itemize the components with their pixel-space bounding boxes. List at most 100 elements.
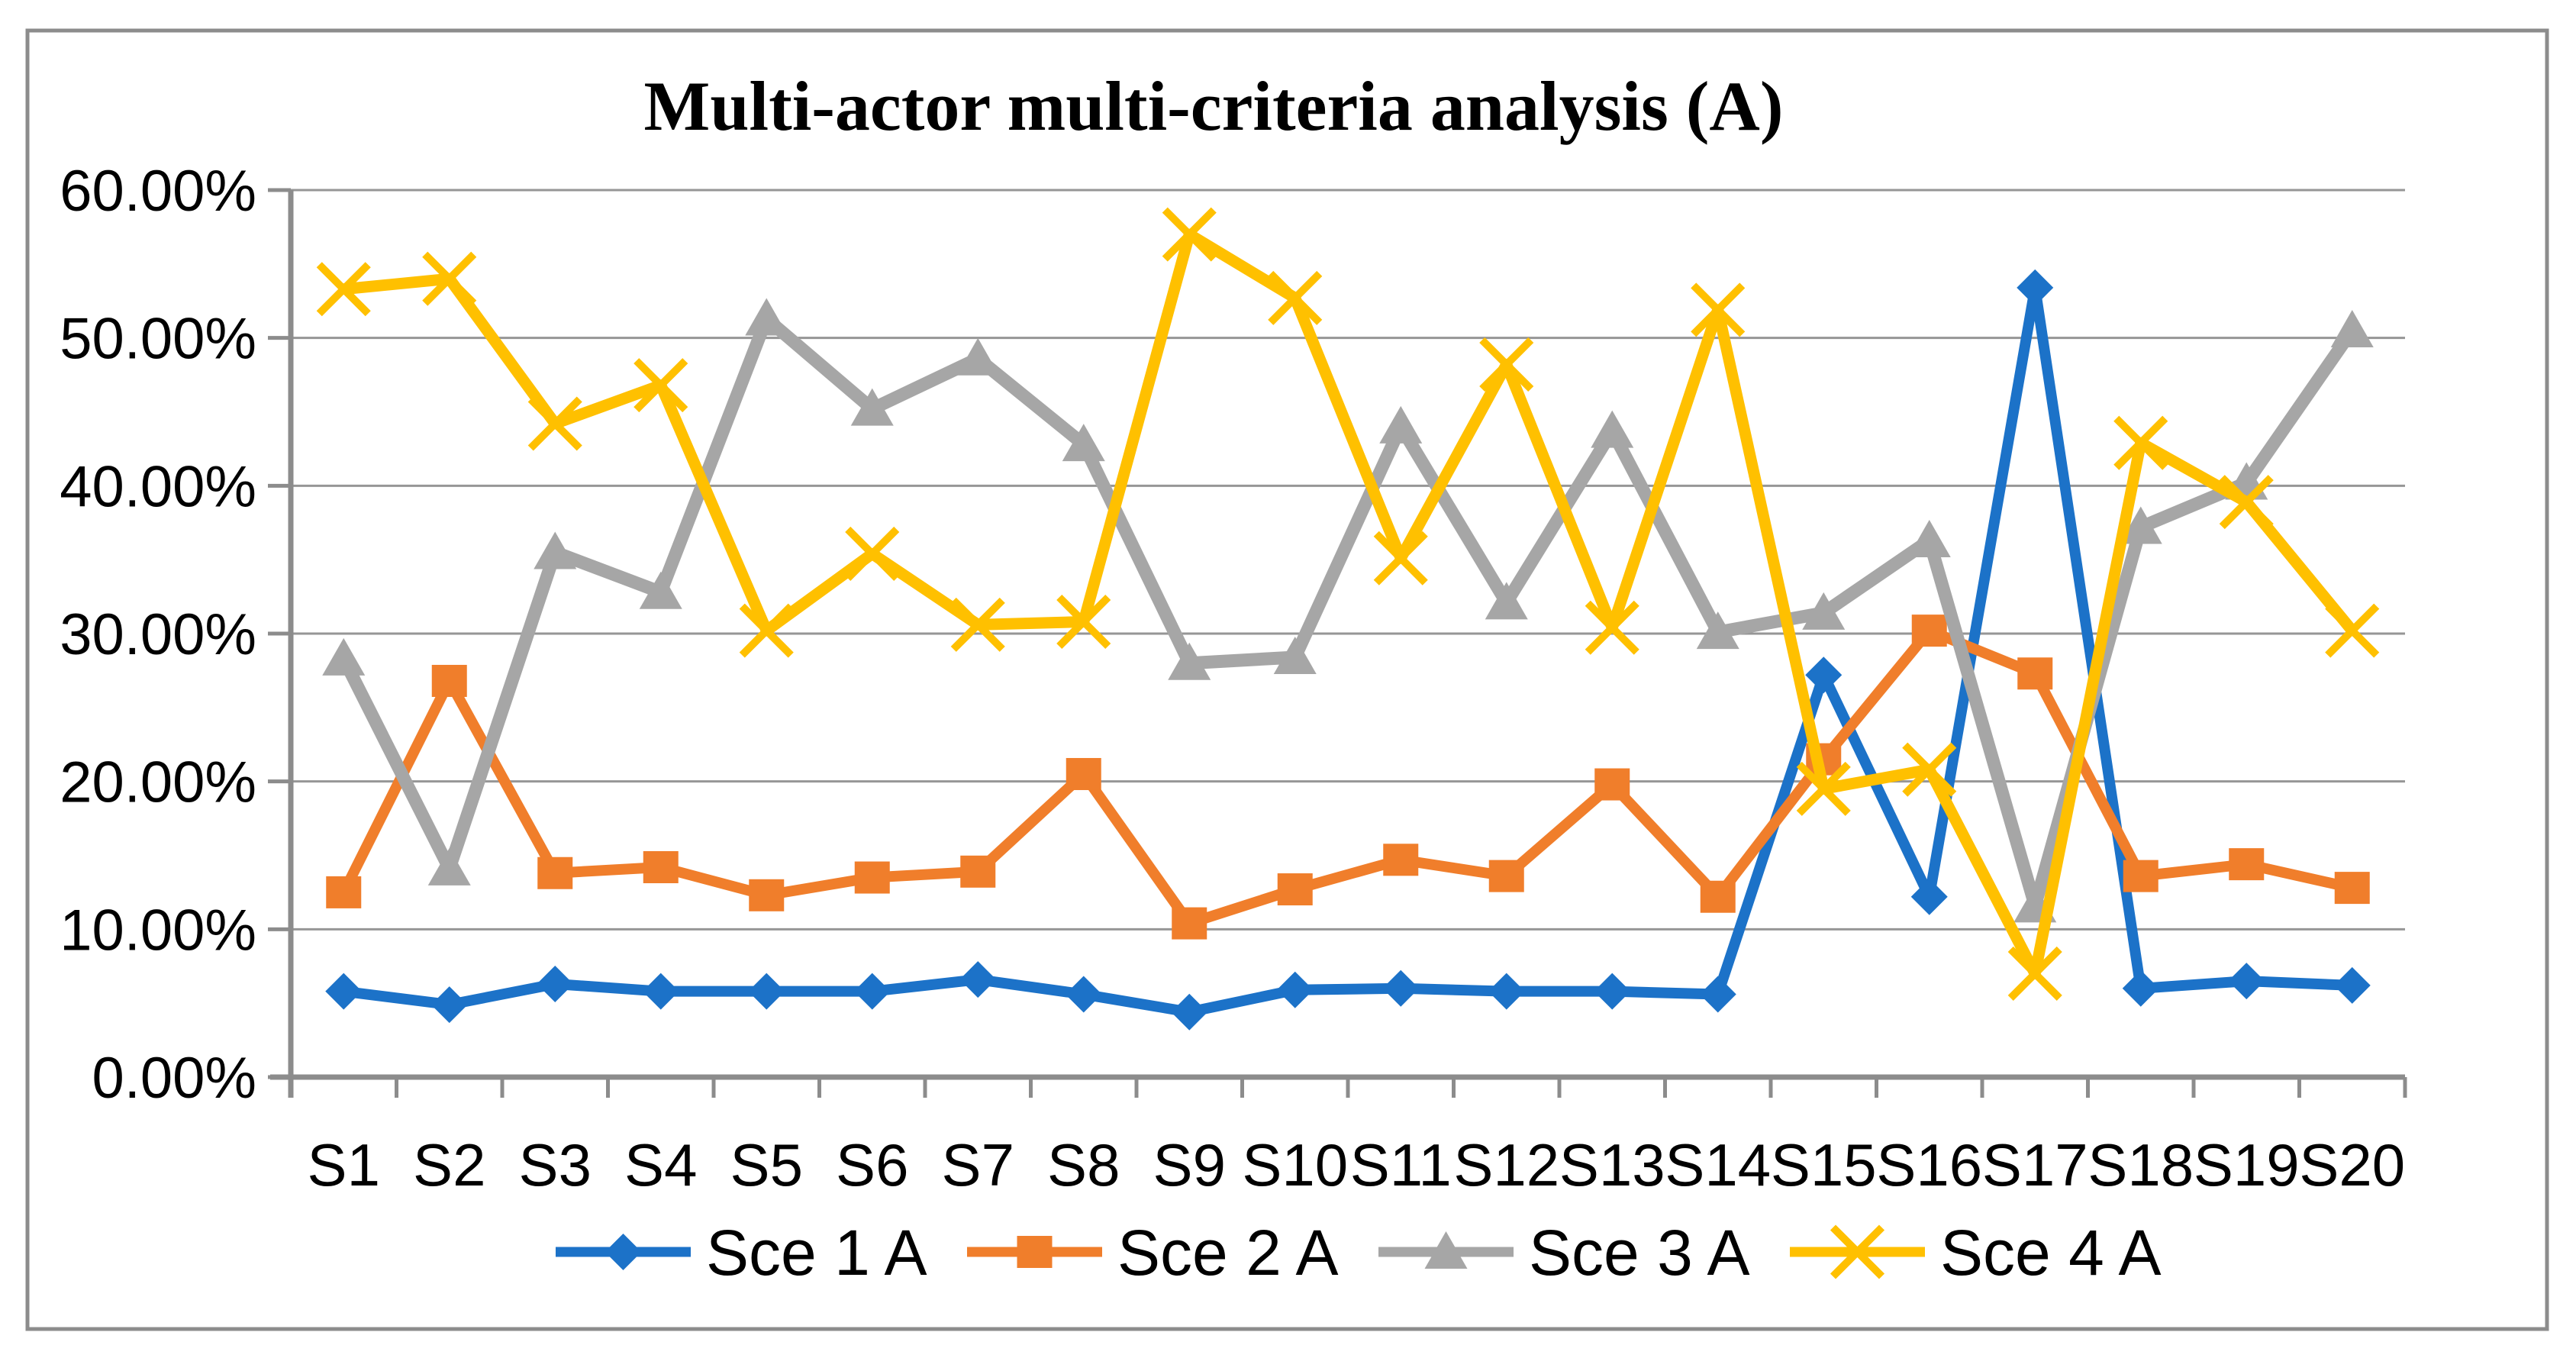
- marker-triangle: [1907, 519, 1951, 557]
- legend-label: Sce 1 A: [706, 1217, 927, 1289]
- marker-triangle: [427, 847, 471, 886]
- marker-triangle: [1424, 1231, 1468, 1269]
- marker-diamond: [853, 973, 891, 1010]
- chart-title: Multi-actor multi-criteria analysis (A): [644, 67, 1784, 145]
- marker-diamond: [1382, 969, 1420, 1007]
- marker-square: [1383, 844, 1419, 876]
- x-tick-label: S12: [1453, 1131, 1559, 1198]
- y-tick-label: 20.00%: [60, 750, 256, 815]
- marker-square: [1594, 768, 1630, 801]
- series-sce-4-a: [316, 207, 2380, 1001]
- marker-diamond: [1805, 656, 1843, 694]
- marker-triangle: [1696, 611, 1739, 650]
- y-tick-label: 50.00%: [60, 307, 256, 372]
- marker-square: [960, 855, 996, 888]
- marker-x: [1691, 282, 1746, 337]
- marker-x: [422, 251, 477, 306]
- marker-square: [854, 861, 890, 894]
- x-tick-label: S16: [1876, 1131, 1982, 1198]
- chart-legend: Sce 1 A Sce 2 A Sce 3 A Sce 4 A: [556, 1217, 2162, 1289]
- marker-triangle: [1485, 582, 1528, 620]
- marker-diamond: [537, 965, 574, 1002]
- marker-square: [643, 850, 679, 883]
- marker-triangle: [850, 388, 894, 426]
- marker-x: [2325, 603, 2380, 658]
- marker-diamond: [1488, 973, 1525, 1010]
- x-tick-label: S3: [519, 1131, 592, 1198]
- x-tick-label: S11: [1350, 1131, 1452, 1198]
- marker-diamond: [430, 986, 468, 1024]
- legend-item-sce-1-a: Sce 1 A: [556, 1217, 927, 1289]
- marker-x: [2113, 415, 2168, 470]
- marker-triangle: [2119, 506, 2162, 544]
- marker-triangle: [1273, 636, 1317, 674]
- y-tick-label: 0.00%: [92, 1046, 257, 1111]
- marker-diamond: [642, 973, 679, 1010]
- marker-square: [2334, 872, 2370, 905]
- marker-triangle: [2330, 309, 2374, 347]
- series-sce-3-a: [322, 298, 2374, 923]
- x-tick-label: S1: [308, 1131, 380, 1198]
- marker-diamond: [1594, 973, 1631, 1010]
- marker-square: [1017, 1236, 1053, 1268]
- x-tick-label: S10: [1242, 1131, 1348, 1198]
- x-tick-label: S8: [1047, 1131, 1120, 1198]
- series-line: [343, 228, 2357, 979]
- legend-item-sce-4-a: Sce 4 A: [1790, 1217, 2162, 1289]
- marker-x: [2007, 946, 2062, 1001]
- series-sce-1-a: [325, 269, 2371, 1031]
- series-line: [337, 311, 2358, 912]
- x-tick-label: S13: [1559, 1131, 1665, 1198]
- marker-square: [2229, 848, 2265, 881]
- marker-triangle: [639, 571, 682, 609]
- x-tick-label: S4: [624, 1131, 697, 1198]
- x-tick-label: S15: [1771, 1131, 1877, 1198]
- marker-triangle: [1379, 405, 1423, 444]
- marker-diamond: [325, 973, 363, 1010]
- x-tick-label: S14: [1665, 1131, 1771, 1198]
- legend-label: Sce 2 A: [1117, 1217, 1339, 1289]
- x-tick-label: S6: [836, 1131, 908, 1198]
- y-tick-label: 10.00%: [60, 898, 256, 963]
- marker-triangle: [534, 531, 577, 569]
- marker-square: [1911, 615, 1947, 647]
- marker-square: [537, 856, 573, 889]
- x-tick-label: S9: [1153, 1131, 1226, 1198]
- marker-x: [1373, 531, 1428, 585]
- x-tick-label: S19: [2194, 1131, 2300, 1198]
- marker-x: [950, 597, 1005, 652]
- marker-diamond: [2122, 969, 2159, 1007]
- marker-x: [1585, 600, 1639, 655]
- marker-x: [1162, 207, 1217, 262]
- y-tick-label: 40.00%: [60, 454, 256, 519]
- marker-triangle: [1168, 642, 1211, 680]
- marker-x: [316, 262, 371, 317]
- y-tick-label: 30.00%: [60, 602, 256, 667]
- marker-x: [527, 396, 582, 451]
- marker-square: [1488, 860, 1524, 892]
- legend-item-sce-2-a: Sce 2 A: [967, 1217, 1339, 1289]
- axis-labels: 0.00% 10.00% 20.00% 30.00% 40.00% 50.00% 60.00…: [60, 159, 2405, 1198]
- x-tick-label: S20: [2299, 1131, 2405, 1198]
- marker-diamond: [2333, 966, 2371, 1004]
- marker-square: [2017, 657, 2053, 690]
- marker-square: [1172, 907, 1207, 940]
- marker-square: [431, 664, 467, 697]
- legend-item-sce-3-a: Sce 3 A: [1378, 1217, 1750, 1289]
- x-tick-label: S17: [1982, 1131, 2088, 1198]
- marker-diamond: [605, 1234, 642, 1270]
- marker-x: [634, 358, 688, 413]
- marker-x: [1830, 1224, 1885, 1279]
- x-tick-label: S7: [942, 1131, 1014, 1198]
- marker-x: [845, 526, 900, 581]
- marker-x: [1902, 742, 1957, 797]
- marker-diamond: [959, 961, 997, 998]
- marker-x: [2219, 475, 2274, 530]
- y-tick-label: 60.00%: [60, 159, 256, 224]
- marker-square: [326, 876, 362, 908]
- marker-diamond: [748, 973, 785, 1010]
- marker-x: [739, 603, 794, 658]
- marker-triangle: [745, 298, 788, 336]
